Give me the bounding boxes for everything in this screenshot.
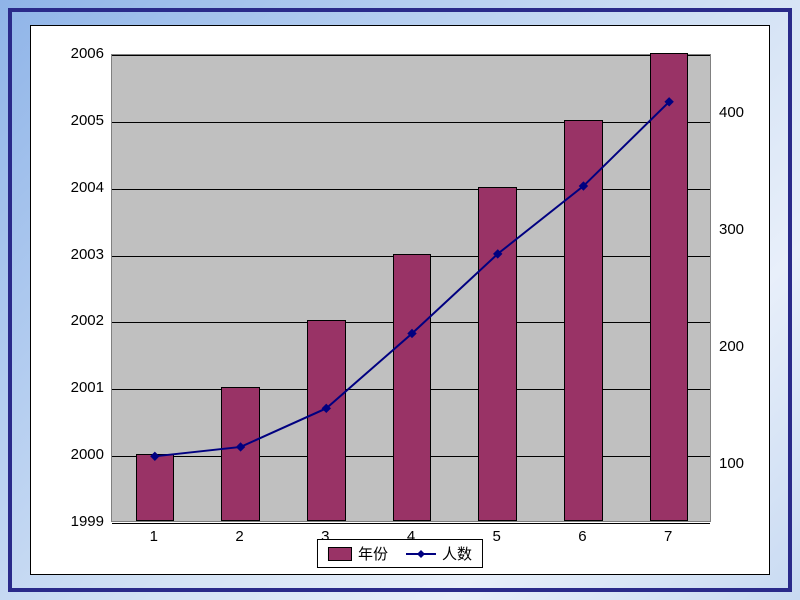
y2-tick-label: 300 bbox=[719, 221, 744, 238]
line-marker-diamond bbox=[151, 452, 159, 460]
y1-tick-label: 2005 bbox=[56, 112, 104, 129]
chart-container: 1999 2000 2001 2002 2003 2004 2005 2006 100 200 30… bbox=[30, 25, 770, 575]
y1-tick-label: 2003 bbox=[56, 246, 104, 263]
x-tick-label: 7 bbox=[648, 528, 688, 545]
y2-tick-label: 100 bbox=[719, 455, 744, 472]
y2-tick-label: 400 bbox=[719, 104, 744, 121]
y1-tick-label: 2004 bbox=[56, 179, 104, 196]
y1-tick-label: 2001 bbox=[56, 379, 104, 396]
legend-label-line: 人数 bbox=[442, 543, 472, 564]
plot-area bbox=[111, 54, 711, 522]
y1-tick-label: 1999 bbox=[56, 513, 104, 530]
y1-tick-label: 2006 bbox=[56, 45, 104, 62]
legend-label-bars: 年份 bbox=[358, 543, 388, 564]
gridline bbox=[112, 523, 710, 524]
y1-tick-label: 2000 bbox=[56, 446, 104, 463]
legend-swatch-bar bbox=[328, 547, 352, 561]
x-tick-label: 1 bbox=[134, 528, 174, 545]
y1-tick-label: 2002 bbox=[56, 312, 104, 329]
x-tick-label: 2 bbox=[220, 528, 260, 545]
legend-swatch-line bbox=[406, 547, 436, 561]
legend: 年份 人数 bbox=[317, 539, 483, 568]
x-tick-label: 6 bbox=[562, 528, 602, 545]
line-series bbox=[112, 55, 710, 521]
line-marker-diamond bbox=[237, 443, 245, 451]
y2-tick-label: 200 bbox=[719, 338, 744, 355]
legend-item-line: 人数 bbox=[406, 543, 472, 564]
legend-item-bars: 年份 bbox=[328, 543, 388, 564]
